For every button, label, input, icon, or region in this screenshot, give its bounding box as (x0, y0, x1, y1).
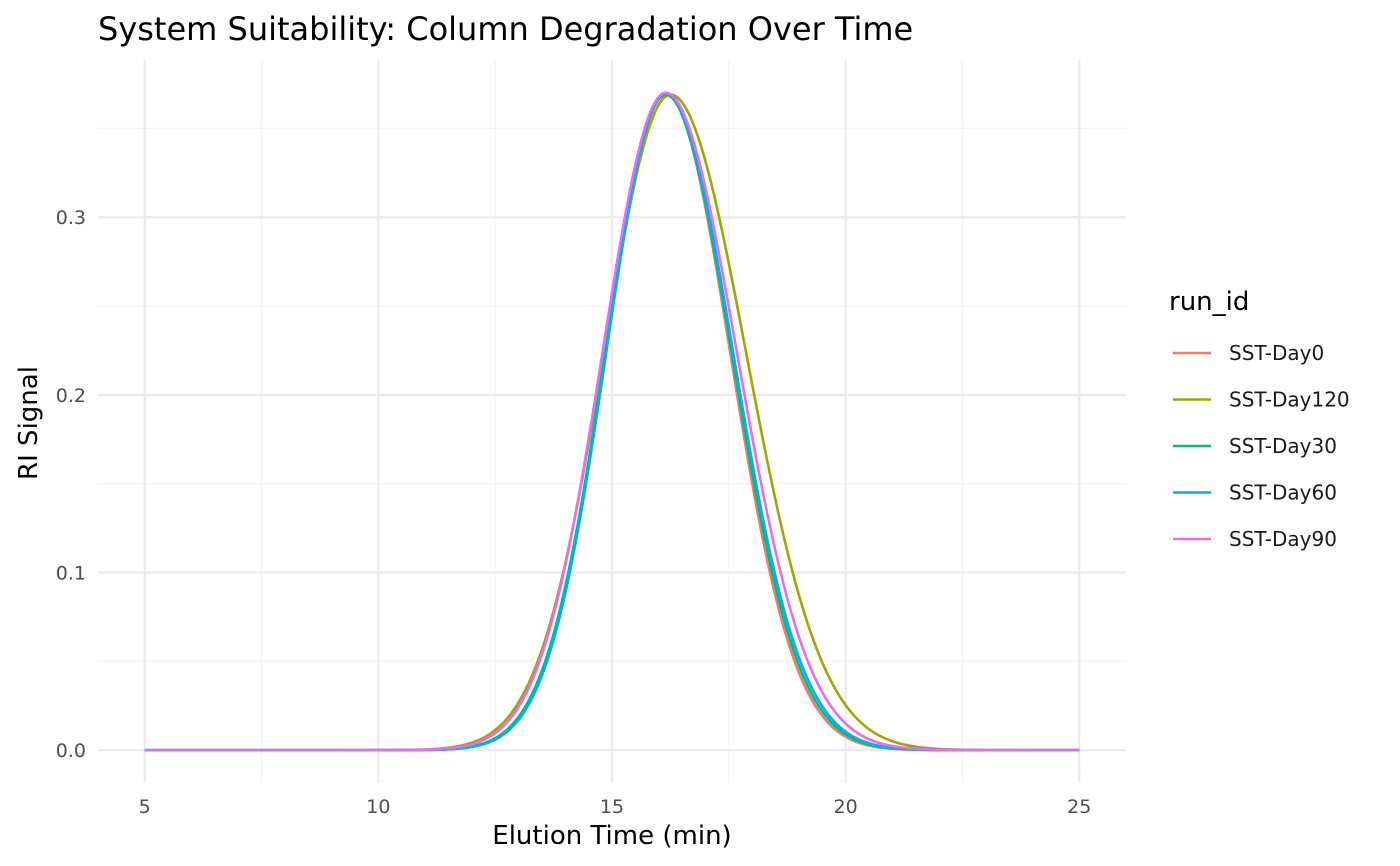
legend-item: SST-Day0 (1173, 341, 1324, 365)
x-tick-label: 5 (139, 796, 151, 818)
legend-label: SST-Day60 (1229, 481, 1337, 505)
y-tick-label: 0.1 (56, 562, 86, 584)
legend-item: SST-Day30 (1173, 434, 1337, 458)
grid-major (98, 60, 1126, 783)
legend-label: SST-Day90 (1229, 527, 1337, 551)
y-tick-label: 0.0 (56, 740, 86, 762)
y-tick-label: 0.3 (56, 207, 86, 229)
legend-item: SST-Day60 (1173, 481, 1337, 505)
y-tick-label: 0.2 (56, 385, 86, 407)
legend-item: SST-Day120 (1173, 388, 1350, 412)
x-axis-title: Elution Time (min) (492, 821, 731, 851)
legend-title: run_id (1169, 287, 1249, 317)
x-tick-label: 25 (1067, 796, 1091, 818)
chart-title: System Suitability: Column Degradation O… (98, 10, 913, 48)
y-axis-title: RI Signal (14, 366, 44, 480)
x-tick-label: 15 (600, 796, 624, 818)
series-layer (144, 91, 1080, 752)
x-tick-label: 20 (834, 796, 858, 818)
x-tick-label: 10 (366, 796, 390, 818)
x-axis-ticks: 5 10 15 20 25 (139, 796, 1092, 818)
legend-items: SST-Day0 SST-Day120 SST-Day30 SST-Day60 SST-… (1173, 341, 1350, 551)
legend: run_id SST-Day0SST-Day120SST-Day30SST-Da… (1169, 287, 1350, 551)
legend-label: SST-Day120 (1229, 388, 1350, 412)
legend-label: SST-Day30 (1229, 434, 1337, 458)
series-line-sst-day90 (144, 91, 1080, 752)
legend-item: SST-Day90 (1173, 527, 1337, 551)
y-axis-ticks: 0.0 0.1 0.2 0.3 (56, 207, 86, 762)
legend-label: SST-Day0 (1229, 341, 1324, 365)
